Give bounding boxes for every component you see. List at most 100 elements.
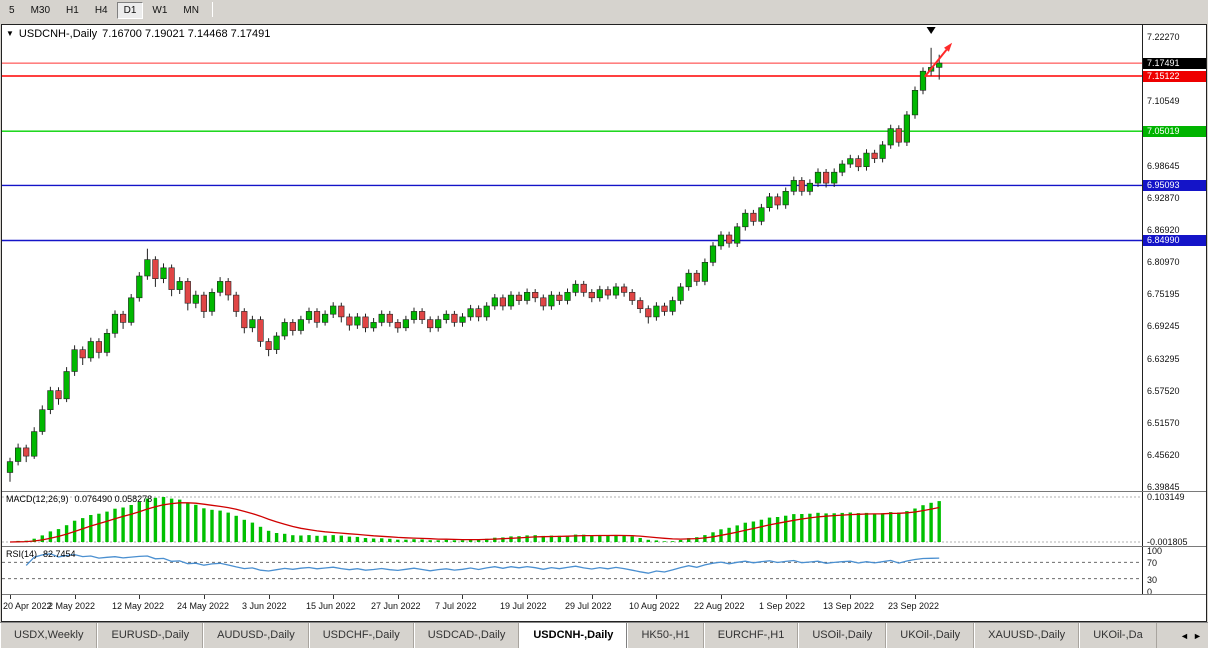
- macd-chart: [2, 496, 1142, 543]
- timeframe-button-h1[interactable]: H1: [66, 5, 79, 16]
- chart-window: ▼ USDCNH-,Daily 7.16700 7.19021 7.14468 …: [1, 24, 1207, 622]
- rsi-label: RSI(14): [6, 549, 38, 559]
- trend-arrow-head-icon: [944, 42, 953, 52]
- candlestick-chart-panel[interactable]: ▼ USDCNH-,Daily 7.16700 7.19021 7.14468 …: [2, 25, 1142, 491]
- price-axis-label: 6.92870: [1147, 193, 1180, 203]
- timeframe-toolbar: 5 M30 H1 H4 D1 W1 MN: [0, 0, 1208, 24]
- time-axis-tick: [398, 595, 399, 599]
- time-axis-label: 22 Aug 2022: [694, 601, 745, 611]
- rsi-title: RSI(14) 82.7454: [6, 549, 76, 559]
- chart-tab-eurchf-h1[interactable]: EURCHF-,H1: [703, 623, 799, 648]
- tabs-scroll-left-button[interactable]: ◄: [1180, 630, 1189, 641]
- high-marker-icon: [926, 27, 936, 34]
- chart-tabbar: USDX,Weekly EURUSD-,Daily AUDUSD-,Daily USD…: [0, 622, 1208, 648]
- chart-title: ▼ USDCNH-,Daily 7.16700 7.19021 7.14468 …: [6, 28, 270, 40]
- rsi-axis-label: 0: [1147, 587, 1153, 597]
- price-axis-label: 7.10549: [1147, 96, 1180, 106]
- hline-price-badge: 7.15122: [1143, 71, 1206, 82]
- time-axis-tick: [333, 595, 334, 599]
- hline-price-badge: 6.95093: [1143, 180, 1206, 191]
- macd-panel[interactable]: MACD(12,26,9) 0.076490 0.058278: [2, 492, 1142, 546]
- timeframe-button-mn[interactable]: MN: [183, 5, 199, 16]
- price-axis-label: 6.39845: [1147, 482, 1180, 492]
- time-axis-label: 7 Jul 2022: [435, 601, 477, 611]
- price-axis-label: 6.75195: [1147, 289, 1180, 299]
- time-axis-tick: [75, 595, 76, 599]
- price-axis-label: 6.98645: [1147, 161, 1180, 171]
- chart-tab-hk50-h1[interactable]: HK50-,H1: [627, 623, 704, 648]
- time-axis-label: 29 Jul 2022: [565, 601, 612, 611]
- price-axis-label: 6.51570: [1147, 418, 1180, 428]
- time-axis-label: 20 Apr 2022: [3, 601, 52, 611]
- chart-ohlc-values: 7.16700 7.19021 7.14468 7.17491: [102, 28, 271, 40]
- timeframe-button-m30[interactable]: M30: [30, 5, 51, 16]
- chart-menu-dropdown-icon[interactable]: ▼: [6, 29, 14, 38]
- hline-price-badge: 6.84990: [1143, 235, 1206, 246]
- panel-divider[interactable]: [2, 594, 1206, 595]
- rsi-axis-label: 30: [1147, 575, 1158, 585]
- timeframe-button-d1[interactable]: D1: [116, 2, 144, 19]
- chart-tab-audusd-daily[interactable]: AUDUSD-,Daily: [203, 623, 309, 648]
- time-axis-tick: [915, 595, 916, 599]
- price-axis-label: 6.69245: [1147, 321, 1180, 331]
- time-axis-tick: [10, 595, 11, 599]
- time-axis-label: 19 Jul 2022: [500, 601, 547, 611]
- price-axis-label: 6.45620: [1147, 450, 1180, 460]
- time-axis-label: 3 Jun 2022: [242, 601, 287, 611]
- chart-tab-usdcnh-daily[interactable]: USDCNH-,Daily: [519, 623, 628, 648]
- rsi-axis-label: 100: [1147, 546, 1163, 556]
- trend-arrow-line: [923, 49, 948, 78]
- rsi-panel[interactable]: RSI(14) 82.7454: [2, 547, 1142, 594]
- time-axis-label: 23 Sep 2022: [888, 601, 940, 611]
- hline-price-badge: 7.05019: [1143, 126, 1206, 137]
- chart-tab-ukoil-da[interactable]: UKOil-,Da: [1079, 623, 1157, 648]
- price-axis-label: 6.80970: [1147, 257, 1180, 267]
- price-axis-label: 7.22270: [1147, 32, 1180, 42]
- chart-tab-usoil-daily[interactable]: USOil-,Daily: [798, 623, 887, 648]
- price-scale[interactable]: 7.22270 7.10549 6.98645 6.92870 6.86920 6.809…: [1142, 25, 1206, 597]
- chart-symbol-label: USDCNH-,Daily: [18, 28, 98, 40]
- timeframe-button-h4[interactable]: H4: [94, 5, 108, 16]
- time-axis-tick: [204, 595, 205, 599]
- timeframe-buttons: 5 M30 H1 H4 D1 W1 MN: [2, 2, 208, 19]
- time-axis-label: 12 May 2022: [112, 601, 165, 611]
- chart-tab-usdchf-daily[interactable]: USDCHF-,Daily: [308, 623, 414, 648]
- tab-scroll-arrows: ◄ ►: [1174, 623, 1208, 648]
- chart-tab-usdcad-daily[interactable]: USDCAD-,Daily: [413, 623, 520, 648]
- time-axis-tick: [592, 595, 593, 599]
- panel-divider[interactable]: [2, 491, 1206, 492]
- rsi-value: 82.7454: [43, 549, 76, 559]
- timeframe-button-w1[interactable]: W1: [152, 5, 168, 16]
- time-axis-tick: [527, 595, 528, 599]
- macd-values: 0.076490 0.058278: [74, 494, 153, 504]
- chart-tab-eurusd-daily[interactable]: EURUSD-,Daily: [97, 623, 204, 648]
- time-axis-tick: [269, 595, 270, 599]
- macd-axis-max: 0.103149: [1147, 492, 1185, 502]
- time-axis-label: 13 Sep 2022: [823, 601, 875, 611]
- time-axis-tick: [462, 595, 463, 599]
- macd-title: MACD(12,26,9) 0.076490 0.058278: [6, 494, 152, 504]
- time-axis-label: 27 Jun 2022: [371, 601, 421, 611]
- time-axis-tick: [786, 595, 787, 599]
- tabs-scroll-right-button[interactable]: ►: [1193, 630, 1202, 641]
- time-axis-label: 24 May 2022: [177, 601, 230, 611]
- rsi-axis-label: 70: [1147, 558, 1158, 568]
- chart-tabs: USDX,Weekly EURUSD-,Daily AUDUSD-,Daily USD…: [0, 623, 1157, 648]
- candlestick-chart: [2, 27, 1142, 482]
- chart-tab-ukoil-daily[interactable]: UKOil-,Daily: [886, 623, 975, 648]
- time-axis-label: 1 Sep 2022: [759, 601, 806, 611]
- time-axis-tick: [850, 595, 851, 599]
- time-axis-tick: [721, 595, 722, 599]
- chart-tab-usdx-weekly[interactable]: USDX,Weekly: [0, 623, 98, 648]
- time-axis-tick: [139, 595, 140, 599]
- time-axis-label: 10 Aug 2022: [629, 601, 680, 611]
- time-scale[interactable]: 20 Apr 2022 2 May 2022 12 May 2022 24 May 2…: [2, 595, 1142, 621]
- panel-divider[interactable]: [2, 546, 1206, 547]
- time-axis-tick: [656, 595, 657, 599]
- price-axis-label: 6.57520: [1147, 386, 1180, 396]
- current-price-badge: 7.17491: [1143, 58, 1206, 69]
- macd-label: MACD(12,26,9): [6, 494, 69, 504]
- timeframe-button-5[interactable]: 5: [9, 5, 15, 16]
- chart-tab-xauusd-daily[interactable]: XAUUSD-,Daily: [974, 623, 1080, 648]
